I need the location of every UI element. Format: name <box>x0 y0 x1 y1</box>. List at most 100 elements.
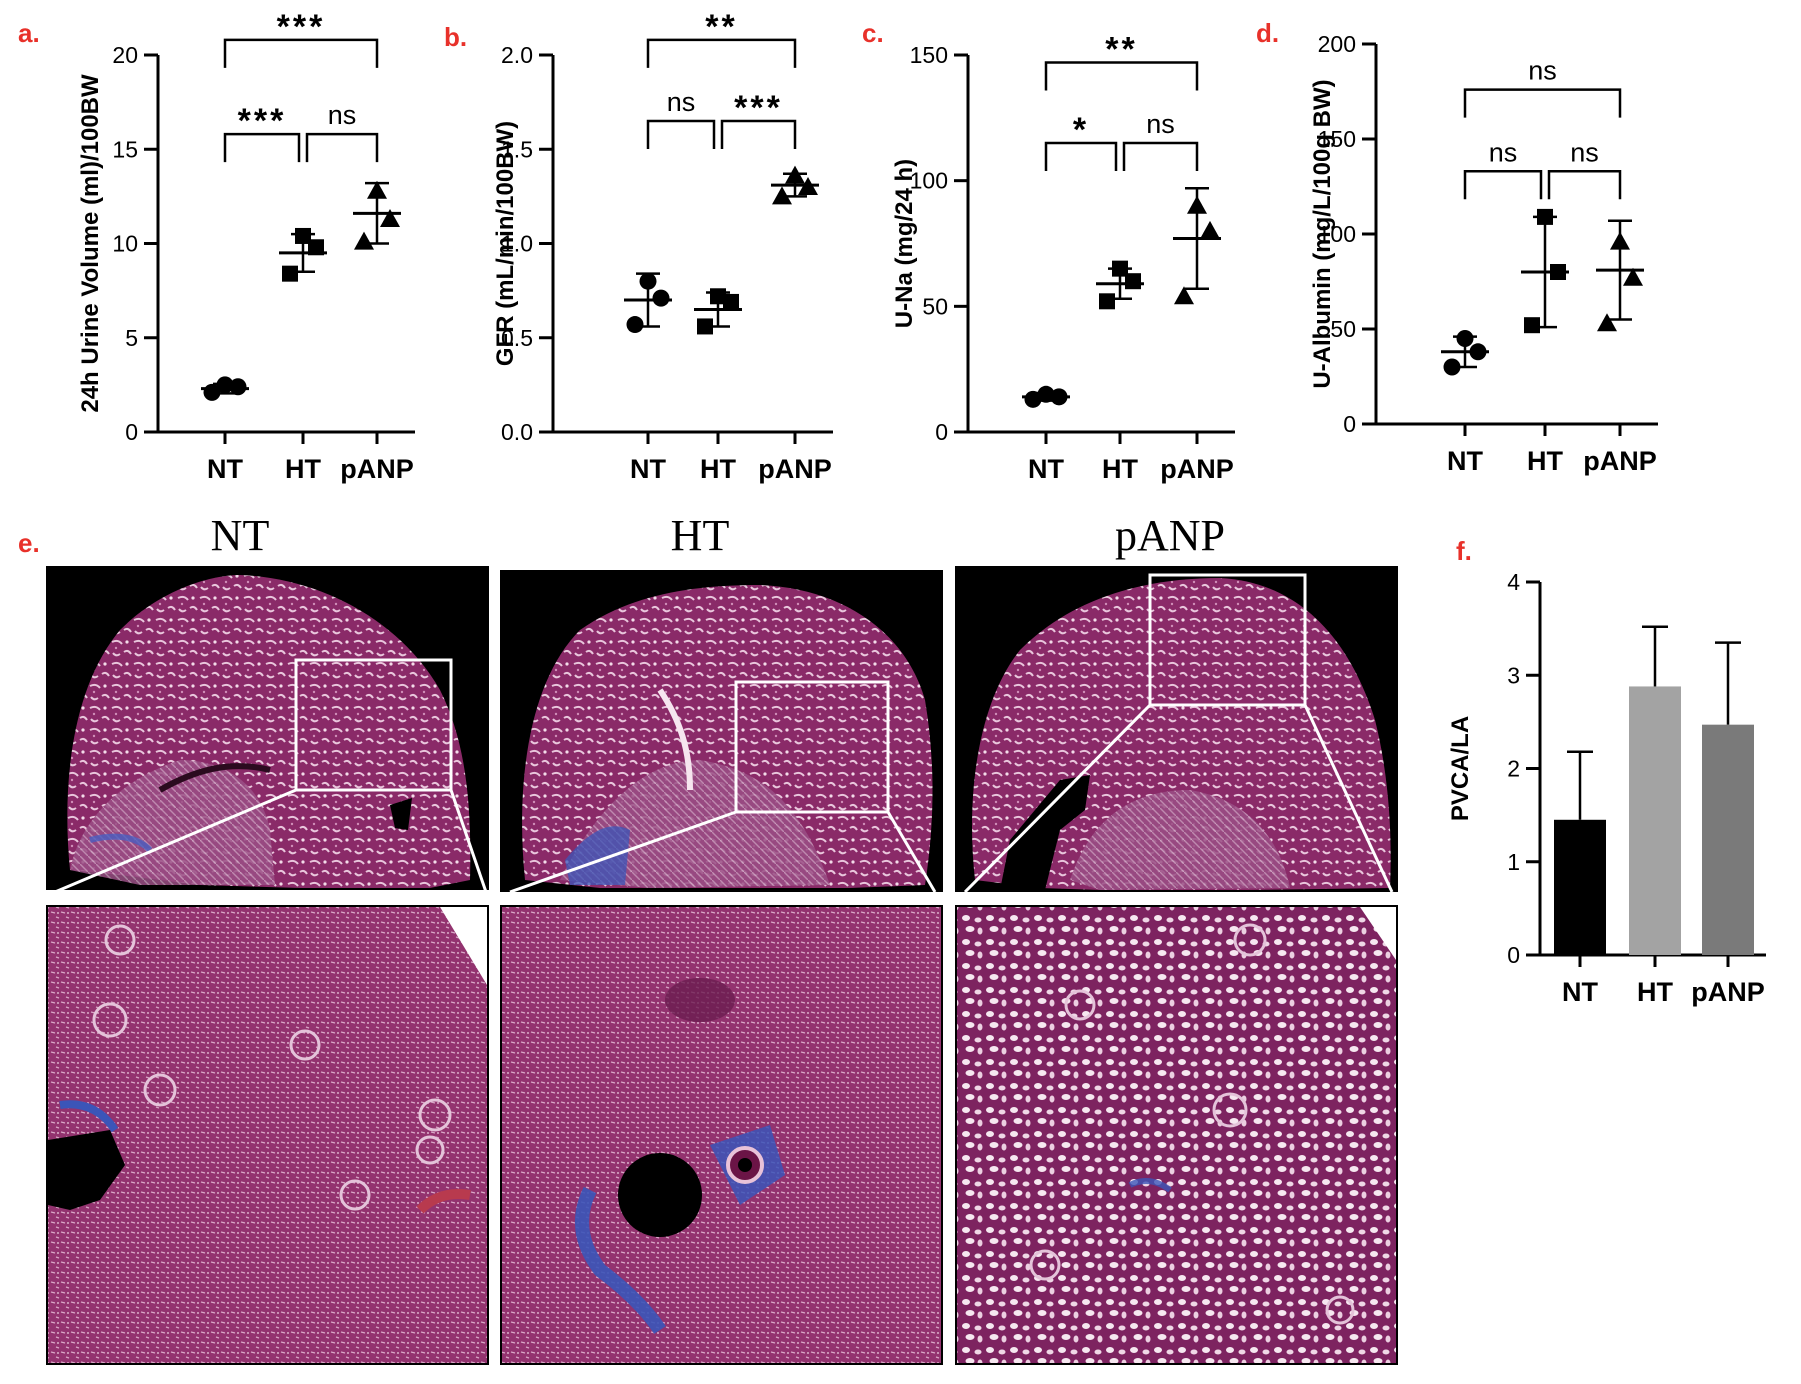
y-tick-label: 1 <box>1507 849 1520 875</box>
y-tick-label: 50 <box>1330 316 1356 342</box>
y-tick-label: 50 <box>922 293 948 319</box>
data-point-circle <box>626 316 644 334</box>
data-point-triangle <box>1187 195 1207 214</box>
data-point-square <box>1537 208 1553 225</box>
x-tick-label: NT <box>1562 977 1598 1007</box>
y-tick-label: 1.0 <box>501 231 533 257</box>
data-point-square <box>1112 260 1128 277</box>
histology-title-panp: pANP <box>1115 511 1225 560</box>
histology-zoom-panp <box>955 905 1398 1365</box>
y-tick-label: 0.0 <box>501 419 533 445</box>
y-axis-title: U-Na (mg/24 h) <box>891 159 918 328</box>
y-tick-label: 2.0 <box>501 42 533 68</box>
data-point-square <box>1524 317 1540 334</box>
data-point-square <box>308 239 324 256</box>
significance-bracket <box>1044 141 1118 171</box>
significance-label: ns <box>667 87 696 117</box>
significance-bracket <box>1463 88 1622 118</box>
zoom-box-ht <box>734 680 890 814</box>
data-point-triangle <box>1200 220 1220 239</box>
significance-bracket <box>646 38 797 68</box>
significance-bracket <box>1463 170 1543 200</box>
y-tick-label: 150 <box>910 42 948 68</box>
y-tick-label: 4 <box>1507 569 1520 595</box>
y-axis-title: PVCA/LA <box>1447 716 1474 821</box>
chart-a-urine-volume: 0 5 10 15 20 NT HT pANP 24h Urine Volume (ml)/10… <box>77 8 415 484</box>
significance-label: ns <box>1146 109 1175 139</box>
significance-label: ** <box>705 8 737 46</box>
panel-label-b: b. <box>444 22 467 52</box>
data-point-circle <box>652 289 670 307</box>
significance-label: ns <box>1528 56 1557 86</box>
histology-overview-ht <box>500 570 943 894</box>
data-point-triangle <box>1597 313 1617 332</box>
bar-nt <box>1554 819 1606 955</box>
data-point-circle <box>1050 388 1068 406</box>
significance-bracket <box>720 119 797 149</box>
chart-d-urine-albumin: 0 50 100 150 200 NT HT pANP U-Albumin (mg/L/100g… <box>1309 31 1658 476</box>
x-tick-label: pANP <box>758 454 832 484</box>
y-tick-label: 3 <box>1507 662 1520 688</box>
significance-bracket <box>1547 170 1622 200</box>
zoom-line-panp-right <box>1303 704 1394 893</box>
panel-label-c: c. <box>862 18 884 48</box>
significance-label: ns <box>1570 137 1599 167</box>
data-point-square <box>697 318 713 335</box>
data-point-circle <box>1443 358 1461 376</box>
y-tick-label: 1.5 <box>501 136 533 162</box>
significance-label: ns <box>1489 137 1518 167</box>
zoom-line-nt-left <box>54 788 297 894</box>
data-point-circle <box>1469 343 1487 361</box>
zoom-line-panp-left <box>963 703 1152 894</box>
x-tick-label: NT <box>630 454 666 484</box>
y-tick-label: 15 <box>112 136 138 162</box>
significance-bracket <box>223 38 379 68</box>
data-point-square <box>1550 264 1566 280</box>
y-tick-label: 5 <box>125 325 138 351</box>
significance-bracket <box>646 119 716 149</box>
y-tick-label: 0 <box>1343 411 1356 437</box>
data-point-square <box>1099 293 1115 310</box>
data-point-square <box>295 227 311 244</box>
y-axis-title: 24h Urine Volume (ml)/100BW <box>77 74 104 413</box>
data-point-circle <box>203 383 221 401</box>
y-tick-label: 100 <box>910 168 948 194</box>
y-tick-label: 2 <box>1507 756 1520 782</box>
y-tick-label: 0 <box>1507 942 1520 968</box>
data-point-triangle <box>1623 267 1643 286</box>
histology-title-nt: NT <box>211 511 270 560</box>
histology-title-ht: HT <box>671 511 730 560</box>
significance-bracket <box>1122 141 1199 171</box>
data-point-triangle <box>354 231 374 250</box>
y-tick-label: 150 <box>1318 126 1356 152</box>
x-tick-label: pANP <box>340 454 414 484</box>
x-tick-label: NT <box>207 454 243 484</box>
data-point-circle <box>216 376 234 394</box>
data-point-triangle <box>1174 286 1194 305</box>
histology-overview-nt <box>46 566 489 894</box>
data-point-square <box>710 288 726 305</box>
x-tick-label: pANP <box>1160 454 1234 484</box>
y-tick-label: 0 <box>935 419 948 445</box>
data-point-circle <box>639 272 657 290</box>
data-point-circle <box>229 378 247 396</box>
x-tick-label: HT <box>1527 446 1563 476</box>
data-point-triangle <box>367 180 387 199</box>
data-point-triangle <box>772 186 792 205</box>
significance-label: ns <box>328 100 357 130</box>
data-point-triangle <box>798 176 818 195</box>
data-point-circle <box>1024 390 1042 408</box>
data-point-square <box>723 293 739 310</box>
zoom-line-ht-left <box>509 810 737 894</box>
panel-label-e: e. <box>18 528 40 558</box>
significance-label: *** <box>277 8 326 46</box>
histology-zoom-ht <box>500 905 943 1365</box>
panel-label-f: f. <box>1456 536 1472 566</box>
bar-panp <box>1702 724 1754 955</box>
chart-f-pvca-la: 0 1 2 3 4 NT HT pANP PVCA/LA <box>1447 569 1766 1007</box>
data-point-circle <box>1456 330 1474 347</box>
bar-ht <box>1629 686 1681 955</box>
data-point-triangle <box>380 208 400 227</box>
significance-bracket <box>1044 61 1199 91</box>
